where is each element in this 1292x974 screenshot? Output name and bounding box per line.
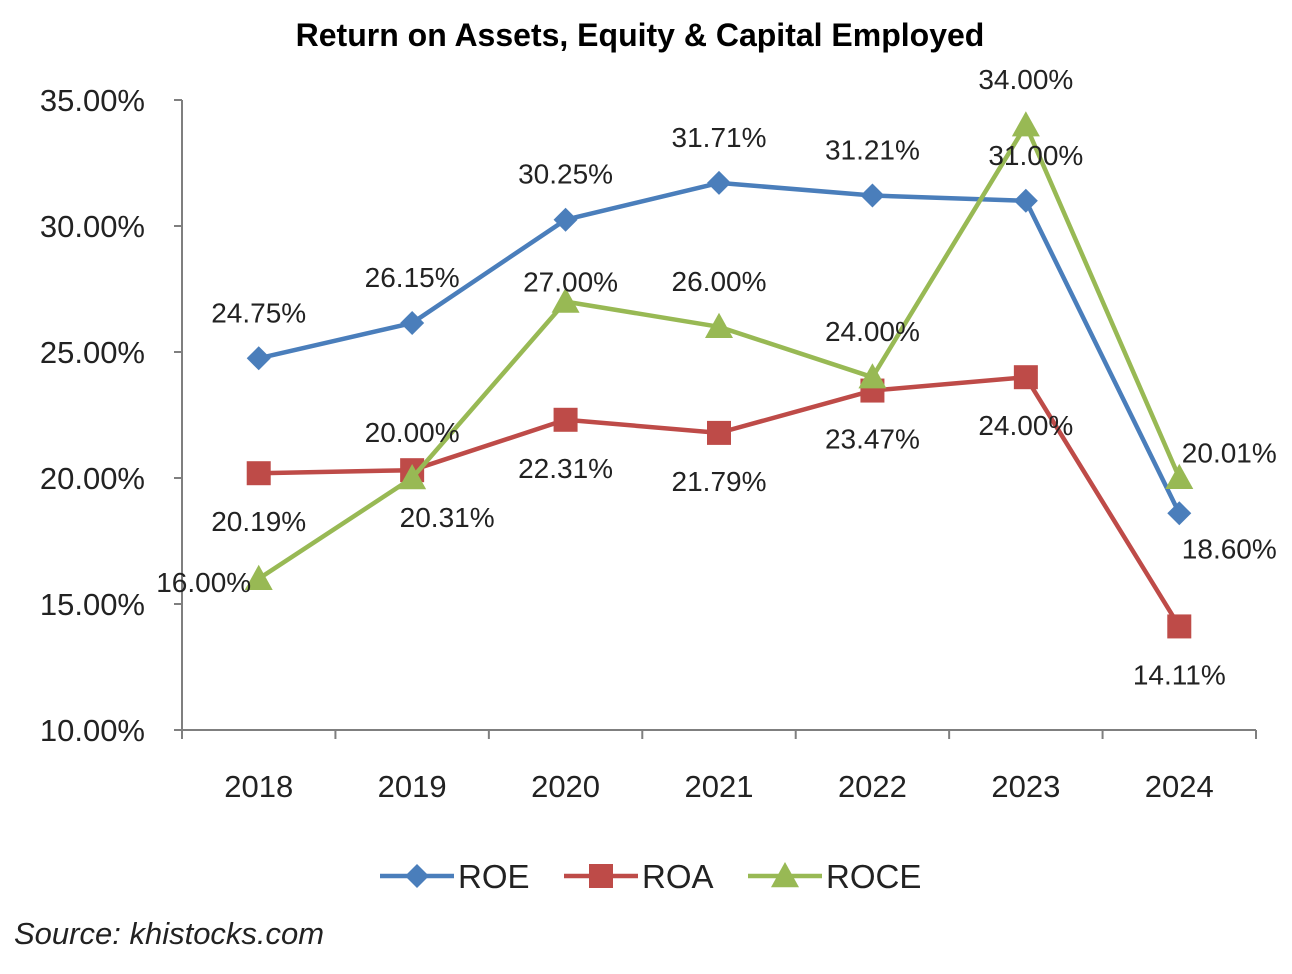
data-point-roe <box>553 207 578 232</box>
data-label-roa: 20.19% <box>211 506 306 537</box>
data-point-roce <box>705 312 733 338</box>
source-note: Source: khistocks.com <box>14 916 325 951</box>
data-point-roe <box>246 346 271 371</box>
legend-item-roe: ROE <box>380 858 530 895</box>
data-label-roce: 24.00% <box>825 316 920 347</box>
data-label-roa: 20.31% <box>400 502 495 533</box>
data-point-roce <box>244 564 273 590</box>
data-label-roce: 16.00% <box>156 567 251 598</box>
data-label-roe: 31.00% <box>988 140 1083 171</box>
legend-label: ROA <box>642 858 714 895</box>
data-point-roce <box>858 363 887 389</box>
data-label-roa: 14.11% <box>1133 659 1226 690</box>
y-tick-label: 25.00% <box>40 335 145 370</box>
data-label-roa: 24.00% <box>978 410 1073 441</box>
data-point-roa <box>1013 365 1038 390</box>
data-label-roce: 20.01% <box>1182 438 1277 469</box>
x-tick-label: 2019 <box>378 769 447 804</box>
data-label-roe: 31.71% <box>672 122 767 153</box>
data-point-roa <box>246 461 271 486</box>
data-point-roce <box>551 287 580 313</box>
data-point-roe <box>1167 501 1192 526</box>
chart-title: Return on Assets, Equity & Capital Emplo… <box>296 17 985 53</box>
legend-label: ROE <box>458 858 530 895</box>
legend-item-roce: ROCE <box>748 858 921 895</box>
legend: ROE ROA ROCE <box>380 858 921 895</box>
legend-marker <box>405 864 429 888</box>
y-tick-label: 20.00% <box>40 461 145 496</box>
series-layer <box>244 111 1194 639</box>
y-tick-label: 30.00% <box>40 209 145 244</box>
data-label-roce: 27.00% <box>523 267 618 298</box>
x-tick-label: 2020 <box>531 769 600 804</box>
x-tick-label: 2021 <box>685 769 754 804</box>
series-roa <box>246 365 1192 639</box>
x-tick-label: 2018 <box>224 769 293 804</box>
data-point-roe <box>400 311 425 336</box>
data-point-roe <box>1013 188 1038 213</box>
data-label-roce: 34.00% <box>978 64 1073 95</box>
legend-marker <box>589 864 613 888</box>
x-tick-label: 2024 <box>1145 769 1214 804</box>
x-tick-label: 2023 <box>991 769 1060 804</box>
data-label-roe: 24.75% <box>211 297 306 328</box>
data-point-roce <box>1011 111 1040 137</box>
data-point-roa <box>1167 614 1192 639</box>
data-label-roe: 26.15% <box>365 262 460 293</box>
data-label-roa: 23.47% <box>825 424 920 455</box>
y-tick-label: 15.00% <box>40 587 145 622</box>
data-label-roe: 31.21% <box>825 135 920 166</box>
data-label-roce: 20.00% <box>365 417 460 448</box>
data-point-roce <box>398 464 427 490</box>
data-point-roe <box>860 183 885 208</box>
legend-marker <box>771 862 799 888</box>
series-roe <box>246 170 1192 526</box>
legend-label: ROCE <box>826 858 921 895</box>
data-label-roe: 30.25% <box>518 159 613 190</box>
y-tick-label: 35.00% <box>40 83 145 118</box>
x-tick-label: 2022 <box>838 769 907 804</box>
legend-item-roa: ROA <box>564 858 714 895</box>
data-label-roe: 18.60% <box>1182 533 1277 564</box>
data-labels: 24.75% 26.15% 30.25% 31.71% 31.21% 31.00% 18.6… <box>156 64 1277 690</box>
y-tick-label: 10.00% <box>40 713 145 748</box>
series-line-roe <box>258 180 1182 515</box>
data-point-roa <box>553 407 578 432</box>
data-point-roa <box>707 420 731 445</box>
data-label-roa: 22.31% <box>518 453 613 484</box>
data-point-roe <box>707 170 731 195</box>
data-point-roce <box>1165 463 1194 489</box>
data-label-roa: 21.79% <box>672 466 767 497</box>
series-roce <box>244 111 1194 590</box>
data-label-roce: 26.00% <box>672 266 767 297</box>
axes: 10.00% 15.00% 20.00% 25.00% 30.00% 35.00% 2018… <box>40 83 1257 804</box>
